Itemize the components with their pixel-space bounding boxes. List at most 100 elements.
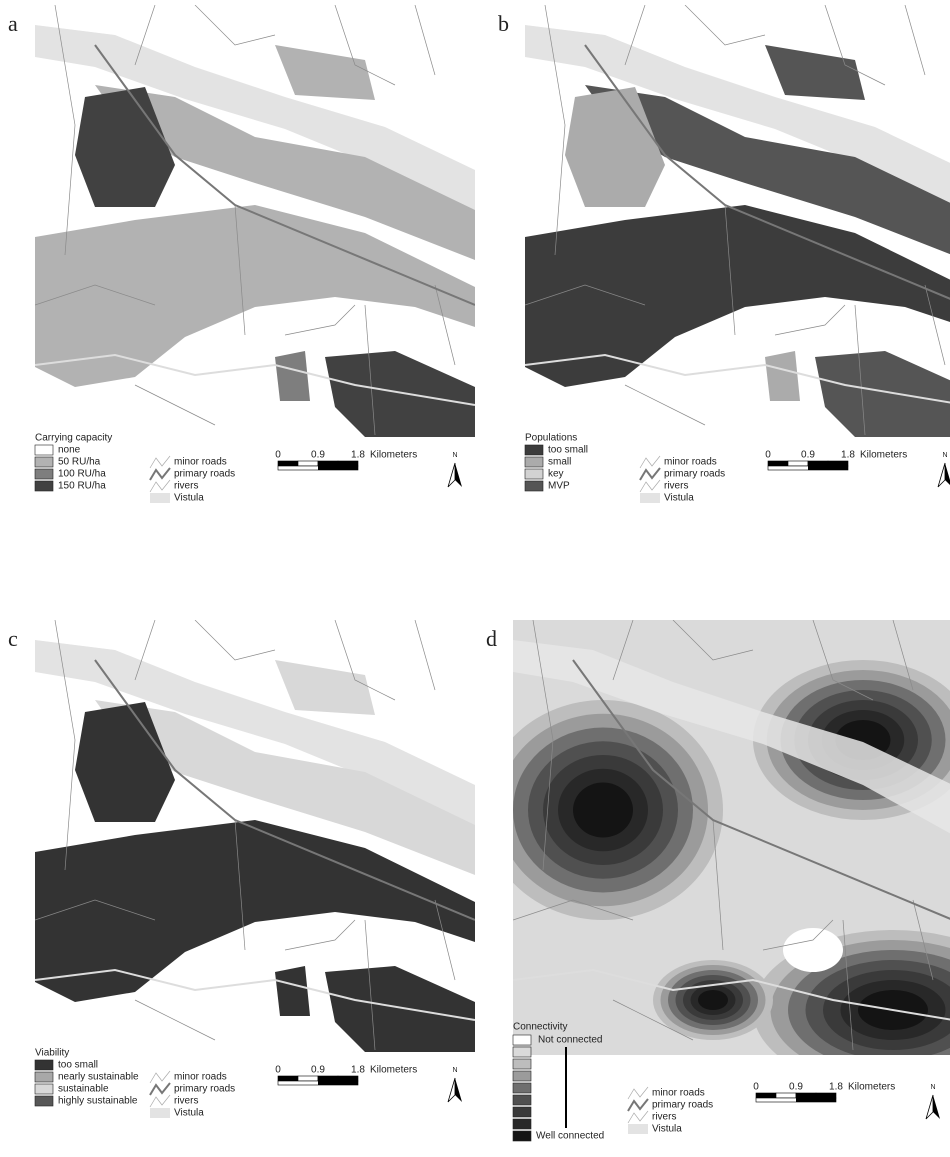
minor-road — [625, 385, 705, 425]
scale-bar — [298, 461, 318, 466]
legend-swatch — [150, 493, 170, 503]
legend-label: minor roads — [652, 1088, 705, 1099]
legend-label: 100 RU/ha — [58, 469, 106, 480]
figure: aCarrying capacitynone50 RU/ha100 RU/ha1… — [0, 0, 950, 1157]
connectivity-zone — [573, 783, 633, 838]
scale-label: 0 — [275, 1065, 281, 1076]
legend-swatch — [35, 469, 53, 479]
minor-road — [415, 5, 435, 75]
legend-swatch — [513, 1107, 531, 1117]
map-body — [35, 620, 475, 1052]
scale-bar — [768, 461, 788, 466]
legend-road-icon — [628, 1087, 648, 1099]
north-arrow — [455, 1078, 462, 1102]
legend-label: Not connected — [538, 1035, 603, 1046]
scale-bar — [828, 461, 848, 466]
habitat-patch — [275, 660, 375, 715]
legend-road-icon — [150, 456, 170, 468]
legend-swatch — [513, 1071, 531, 1081]
legend-swatch — [513, 1095, 531, 1105]
legend-label: minor roads — [174, 1072, 227, 1083]
legend-swatch — [35, 1060, 53, 1070]
scale-label: 0 — [753, 1082, 759, 1093]
north-label: N — [452, 452, 457, 459]
legend-road-icon — [150, 1095, 170, 1107]
legend-swatch — [35, 445, 53, 455]
legend-swatch — [525, 445, 543, 455]
legend-label: small — [548, 457, 571, 468]
panel: cViabilitytoo smallnearly sustainablesus… — [8, 620, 475, 1119]
minor-road — [135, 385, 215, 425]
scale-label: 0.9 — [311, 1065, 325, 1076]
habitat-patch — [325, 966, 475, 1052]
minor-road — [135, 1000, 215, 1040]
scale-label: 1.8 — [841, 450, 855, 461]
legend-label: minor roads — [174, 457, 227, 468]
map — [483, 620, 950, 1090]
scale-label: 0 — [275, 450, 281, 461]
scale-label: 1.8 — [351, 1065, 365, 1076]
legend-swatch — [525, 469, 543, 479]
map — [35, 620, 475, 1052]
scale-bar — [318, 1076, 338, 1081]
legend-road-icon — [150, 1071, 170, 1083]
north-arrow — [448, 1078, 455, 1102]
legend-label: nearly sustainable — [58, 1072, 139, 1083]
legend-swatch — [513, 1047, 531, 1057]
scale-bar — [808, 461, 828, 466]
scale-label: 0.9 — [311, 450, 325, 461]
panel: b Populationstoo smallsmallkeyMVPminor ro… — [498, 5, 950, 504]
scale-bar — [796, 1098, 836, 1102]
scale-bar — [816, 1093, 836, 1098]
legend-label: rivers — [174, 1096, 198, 1107]
habitat-patch — [765, 351, 800, 401]
north-label: N — [452, 1067, 457, 1074]
minor-road — [775, 305, 845, 335]
legend-road-icon — [640, 468, 660, 480]
scale-label: 0.9 — [789, 1082, 803, 1093]
habitat-patch — [325, 351, 475, 437]
panel-label: b — [498, 11, 509, 36]
minor-road — [285, 305, 355, 335]
legend-swatch — [513, 1131, 531, 1141]
legend-swatch — [35, 1072, 53, 1082]
legend-label: 150 RU/ha — [58, 481, 106, 492]
scale-bar — [278, 1076, 298, 1081]
legend-title: Viability — [35, 1048, 69, 1059]
scale-unit: Kilometers — [370, 450, 417, 461]
legend-label: rivers — [652, 1112, 676, 1123]
scale-label: 0.9 — [801, 450, 815, 461]
legend-swatch — [525, 457, 543, 467]
scale-label: 1.8 — [829, 1082, 843, 1093]
legend-road-icon — [640, 456, 660, 468]
legend-label: minor roads — [664, 457, 717, 468]
scale-bar — [318, 1081, 358, 1085]
legend-label: Vistula — [664, 493, 694, 504]
map-body — [525, 5, 950, 437]
habitat-patch — [275, 966, 310, 1016]
north-label: N — [942, 452, 947, 459]
scale-bar — [788, 461, 808, 466]
legend-swatch — [640, 493, 660, 503]
minor-road — [285, 920, 355, 950]
legend-label: MVP — [548, 481, 570, 492]
scale-bar — [318, 461, 338, 466]
legend: Populationstoo smallsmallkeyMVPminor roa… — [525, 433, 950, 504]
legend-swatch — [35, 1096, 53, 1106]
map-body — [35, 5, 475, 437]
legend-swatch — [513, 1035, 531, 1045]
minor-road — [415, 620, 435, 690]
minor-road — [905, 5, 925, 75]
legend-label: highly sustainable — [58, 1096, 138, 1107]
legend-swatch — [513, 1119, 531, 1129]
scale-bar — [338, 1076, 358, 1081]
legend-road-icon — [150, 480, 170, 492]
north-arrow — [945, 463, 950, 487]
scale-bar — [776, 1093, 796, 1098]
map — [35, 5, 475, 437]
legend-label: 50 RU/ha — [58, 457, 101, 468]
scale-unit: Kilometers — [848, 1082, 895, 1093]
